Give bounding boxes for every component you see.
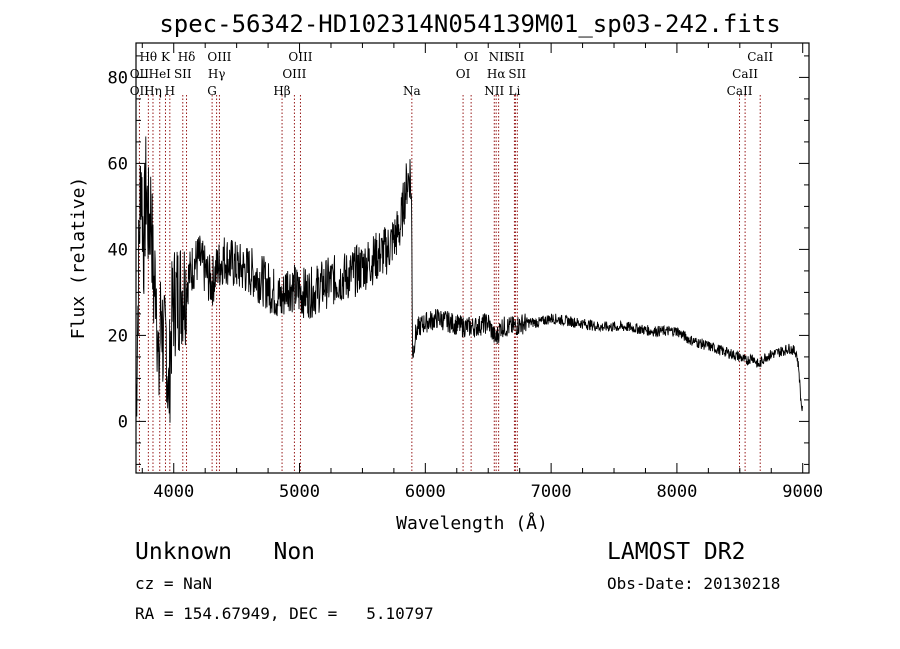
line-label: CaII [727,84,753,98]
x-tick-label: 5000 [279,482,320,502]
line-label: K [161,50,171,64]
line-label: Hβ [273,84,290,98]
line-label: Li [508,84,520,98]
x-tick-label: 9000 [782,482,823,502]
line-label: OII [130,67,150,81]
y-tick-label: 20 [108,326,128,346]
line-label: OI [456,67,471,81]
y-tick-label: 80 [108,68,128,88]
chart-title: spec-56342-HD102314N054139M01_sp03-242.f… [159,10,780,38]
line-label: H [165,84,175,98]
x-tick-label: 7000 [531,482,572,502]
line-label: OIII [207,50,231,64]
plot-frame [135,42,810,474]
line-label: OIII [282,67,306,81]
line-label: NII [489,50,509,64]
line-label: OII [130,84,150,98]
y-tick-label: 40 [108,240,128,260]
survey-name: LAMOST DR2 [607,539,746,565]
redshift-readout: cz = NaN [135,574,213,593]
line-label: Hθ [139,50,157,64]
coordinates-readout: RA = 154.67949, DEC = 5.10797 [135,604,434,623]
line-label: Hα [487,67,506,81]
y-axis-label: Flux (relative) [68,177,89,340]
spectrum-line [135,136,803,423]
line-label: Hδ [178,50,196,64]
y-tick-label: 0 [118,412,128,432]
line-label: CaII [732,67,758,81]
line-label: OI [464,50,479,64]
line-label: Hη [144,84,162,98]
line-label: G [207,84,217,98]
spectrum-series [135,136,803,423]
axes: 4000 5000 6000 7000 8000 9000 0 20 40 60 80 [108,43,823,502]
x-tick-label: 4000 [153,482,194,502]
line-label: SII [508,67,526,81]
line-label: NII [484,84,504,98]
line-label: CaII [747,50,773,64]
x-tick-label: 8000 [656,482,697,502]
y-tick-label: 60 [108,154,128,174]
line-label: SII [507,50,525,64]
line-label: SII [174,67,192,81]
line-label: OIII [288,50,312,64]
line-label: Hγ [208,67,226,81]
object-class: Unknown Non [135,539,316,565]
x-axis-label: Wavelength (Å) [396,512,548,534]
line-label: Na [403,84,421,98]
line-label: HeI [149,67,172,81]
x-tick-label: 6000 [405,482,446,502]
line-markers [138,95,761,473]
observation-date: Obs-Date: 20130218 [607,574,781,593]
